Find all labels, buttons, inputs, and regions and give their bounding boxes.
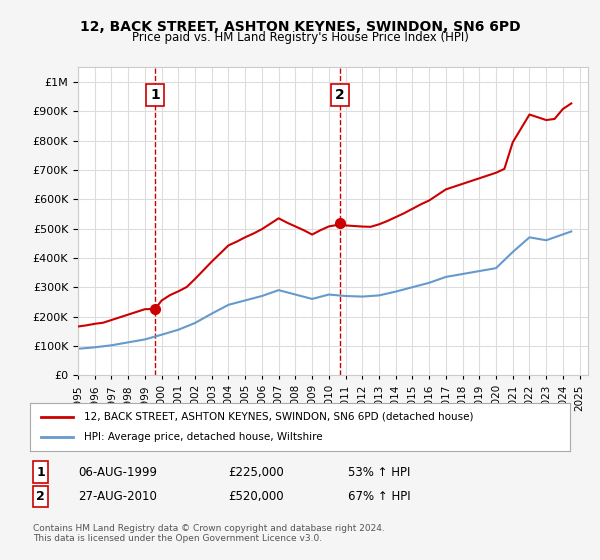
Text: Contains HM Land Registry data © Crown copyright and database right 2024.
This d: Contains HM Land Registry data © Crown c… bbox=[33, 524, 385, 543]
Text: £225,000: £225,000 bbox=[228, 465, 284, 479]
Text: £520,000: £520,000 bbox=[228, 489, 284, 503]
Text: 27-AUG-2010: 27-AUG-2010 bbox=[78, 489, 157, 503]
FancyBboxPatch shape bbox=[33, 486, 48, 507]
FancyBboxPatch shape bbox=[33, 461, 48, 483]
Text: 12, BACK STREET, ASHTON KEYNES, SWINDON, SN6 6PD: 12, BACK STREET, ASHTON KEYNES, SWINDON,… bbox=[80, 20, 520, 34]
Text: 12, BACK STREET, ASHTON KEYNES, SWINDON, SN6 6PD (detached house): 12, BACK STREET, ASHTON KEYNES, SWINDON,… bbox=[84, 412, 473, 422]
Text: HPI: Average price, detached house, Wiltshire: HPI: Average price, detached house, Wilt… bbox=[84, 432, 323, 442]
Text: 06-AUG-1999: 06-AUG-1999 bbox=[78, 465, 157, 479]
Text: 1: 1 bbox=[150, 88, 160, 102]
Text: 67% ↑ HPI: 67% ↑ HPI bbox=[348, 489, 410, 503]
Text: Price paid vs. HM Land Registry's House Price Index (HPI): Price paid vs. HM Land Registry's House … bbox=[131, 31, 469, 44]
Text: 53% ↑ HPI: 53% ↑ HPI bbox=[348, 465, 410, 479]
Text: 2: 2 bbox=[335, 88, 344, 102]
Text: 2: 2 bbox=[36, 489, 45, 503]
Text: 1: 1 bbox=[36, 465, 45, 479]
